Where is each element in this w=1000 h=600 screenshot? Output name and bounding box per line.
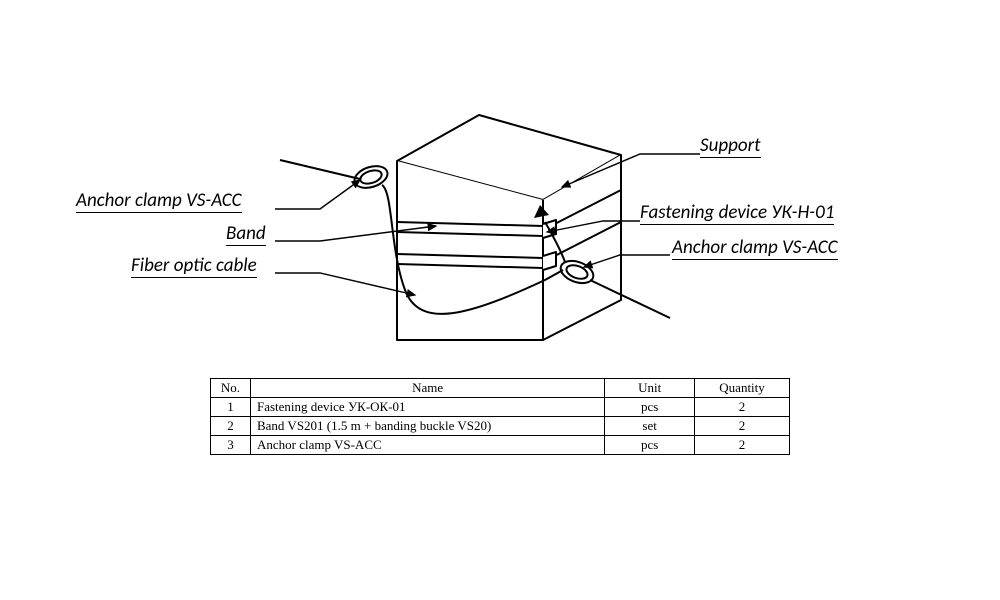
table-header-row: No. Name Unit Quantity (211, 379, 790, 398)
cell-name: Anchor clamp VS-ACC (250, 436, 604, 455)
parts-table: No. Name Unit Quantity 1Fastening device… (210, 378, 790, 455)
col-no: No. (211, 379, 251, 398)
label-anchor-clamp-left: Anchor clamp VS-ACC (76, 189, 242, 212)
label-fiber-optic: Fiber optic cable (131, 254, 257, 277)
cell-quantity: 2 (695, 436, 790, 455)
col-name: Name (250, 379, 604, 398)
label-band-text: Band (226, 222, 266, 246)
cell-unit: pcs (605, 398, 695, 417)
label-anchor-clamp-left-text: Anchor clamp VS-ACC (76, 189, 242, 213)
col-quantity: Quantity (695, 379, 790, 398)
label-support-text: Support (700, 134, 761, 158)
cell-quantity: 2 (695, 398, 790, 417)
cell-no: 2 (211, 417, 251, 436)
col-unit: Unit (605, 379, 695, 398)
label-fastening-device: Fastening device УК-Н-01 (640, 201, 834, 224)
cell-unit: pcs (605, 436, 695, 455)
label-anchor-clamp-right-text: Anchor clamp VS-ACC (672, 236, 838, 260)
table-row: 2Band VS201 (1.5 m + banding buckle VS20… (211, 417, 790, 436)
table-row: 3Anchor clamp VS-ACCpcs2 (211, 436, 790, 455)
cell-unit: set (605, 417, 695, 436)
label-fastening-device-text: Fastening device УК-Н-01 (640, 201, 834, 225)
table-row: 1Fastening device УК-ОК-01pcs2 (211, 398, 790, 417)
label-band: Band (226, 222, 266, 245)
cell-name: Band VS201 (1.5 m + banding buckle VS20) (250, 417, 604, 436)
cell-no: 3 (211, 436, 251, 455)
label-fiber-optic-text: Fiber optic cable (131, 254, 257, 278)
cell-quantity: 2 (695, 417, 790, 436)
label-anchor-clamp-right: Anchor clamp VS-ACC (672, 236, 838, 259)
technical-diagram: Support Anchor clamp VS-ACC Band Fiber o… (0, 0, 1000, 380)
cell-name: Fastening device УК-ОК-01 (250, 398, 604, 417)
parts-table-container: No. Name Unit Quantity 1Fastening device… (210, 378, 790, 455)
cell-no: 1 (211, 398, 251, 417)
label-support: Support (700, 134, 761, 157)
